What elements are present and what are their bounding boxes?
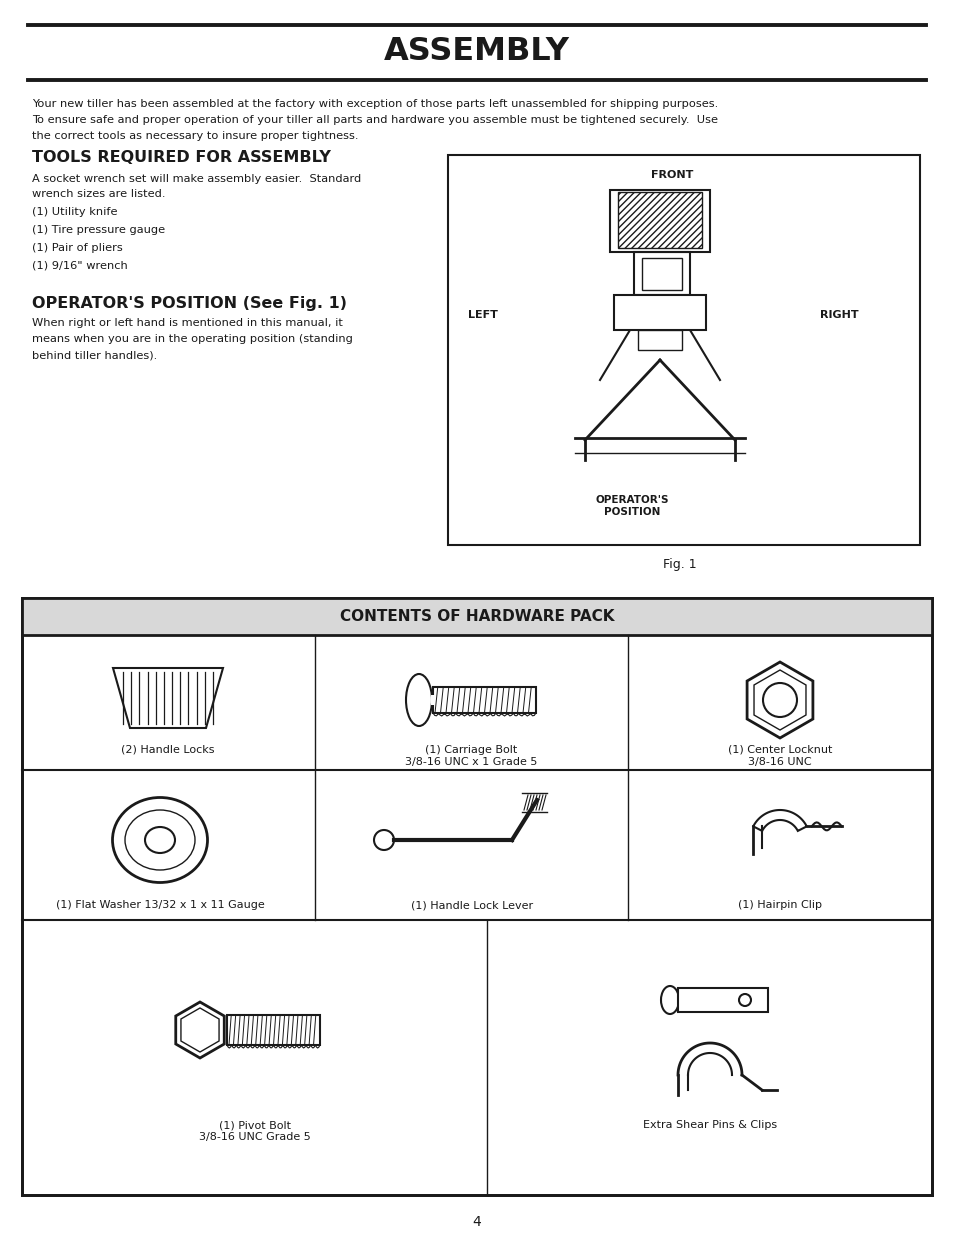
Text: (1) Utility knife: (1) Utility knife: [32, 207, 117, 217]
Text: (1) Tire pressure gauge: (1) Tire pressure gauge: [32, 225, 165, 235]
Text: Extra Shear Pins & Clips: Extra Shear Pins & Clips: [642, 1120, 777, 1130]
Bar: [609, 190, 709, 252]
Text: Your new tiller has been assembled at the factory with exception of those parts : Your new tiller has been assembled at th…: [32, 99, 718, 109]
Text: behind tiller handles).: behind tiller handles).: [32, 350, 157, 359]
Polygon shape: [175, 1002, 224, 1058]
Text: (1) Center Locknut
3/8-16 UNC: (1) Center Locknut 3/8-16 UNC: [727, 745, 831, 767]
Bar: [634, 252, 689, 295]
Text: (1) Carriage Bolt
3/8-16 UNC x 1 Grade 5: (1) Carriage Bolt 3/8-16 UNC x 1 Grade 5: [404, 745, 537, 767]
Polygon shape: [753, 671, 805, 730]
Text: means when you are in the operating position (standing: means when you are in the operating posi…: [32, 333, 353, 345]
Text: (1) Pivot Bolt
3/8-16 UNC Grade 5: (1) Pivot Bolt 3/8-16 UNC Grade 5: [199, 1120, 311, 1141]
Bar: [22, 598, 931, 1195]
Text: 4: 4: [472, 1215, 481, 1229]
Text: TOOLS REQUIRED FOR ASSEMBLY: TOOLS REQUIRED FOR ASSEMBLY: [32, 149, 331, 165]
Polygon shape: [181, 1008, 219, 1052]
Polygon shape: [746, 662, 812, 739]
Circle shape: [739, 994, 750, 1007]
Bar: [678, 988, 767, 1011]
Circle shape: [374, 830, 394, 850]
Bar: [448, 156, 919, 545]
Bar: [22, 598, 931, 635]
Text: (1) Handle Lock Lever: (1) Handle Lock Lever: [411, 900, 533, 910]
Ellipse shape: [660, 986, 679, 1014]
Text: (1) 9/16" wrench: (1) 9/16" wrench: [32, 261, 128, 270]
Text: FRONT: FRONT: [650, 170, 693, 180]
Ellipse shape: [406, 674, 432, 726]
Bar: [227, 1015, 319, 1045]
Text: To ensure safe and proper operation of your tiller all parts and hardware you as: To ensure safe and proper operation of y…: [32, 115, 718, 125]
Text: wrench sizes are listed.: wrench sizes are listed.: [32, 189, 165, 199]
Polygon shape: [753, 810, 806, 831]
Text: (1) Pair of pliers: (1) Pair of pliers: [32, 243, 123, 253]
Bar: [433, 687, 536, 713]
Text: RIGHT: RIGHT: [820, 310, 858, 320]
Text: LEFT: LEFT: [468, 310, 497, 320]
Text: (1) Hairpin Clip: (1) Hairpin Clip: [738, 900, 821, 910]
Bar: [431, 695, 438, 705]
Bar: [638, 330, 681, 350]
Ellipse shape: [145, 827, 174, 853]
Bar: [641, 258, 681, 290]
Text: the correct tools as necessary to insure proper tightness.: the correct tools as necessary to insure…: [32, 131, 358, 141]
Text: A socket wrench set will make assembly easier.  Standard: A socket wrench set will make assembly e…: [32, 174, 361, 184]
Circle shape: [762, 683, 796, 718]
Text: When right or left hand is mentioned in this manual, it: When right or left hand is mentioned in …: [32, 317, 342, 329]
Text: OPERATOR'S POSITION (See Fig. 1): OPERATOR'S POSITION (See Fig. 1): [32, 296, 347, 311]
Text: (2) Handle Locks: (2) Handle Locks: [121, 745, 214, 755]
Text: CONTENTS OF HARDWARE PACK: CONTENTS OF HARDWARE PACK: [339, 609, 614, 624]
Ellipse shape: [112, 798, 208, 883]
Bar: [614, 295, 705, 330]
Text: Fig. 1: Fig. 1: [662, 558, 696, 571]
Text: OPERATOR'S
POSITION: OPERATOR'S POSITION: [595, 495, 668, 516]
Polygon shape: [112, 668, 223, 727]
Text: (1) Flat Washer 13/32 x 1 x 11 Gauge: (1) Flat Washer 13/32 x 1 x 11 Gauge: [55, 900, 264, 910]
Bar: [618, 191, 701, 248]
Ellipse shape: [125, 810, 194, 869]
Text: ASSEMBLY: ASSEMBLY: [384, 37, 569, 68]
